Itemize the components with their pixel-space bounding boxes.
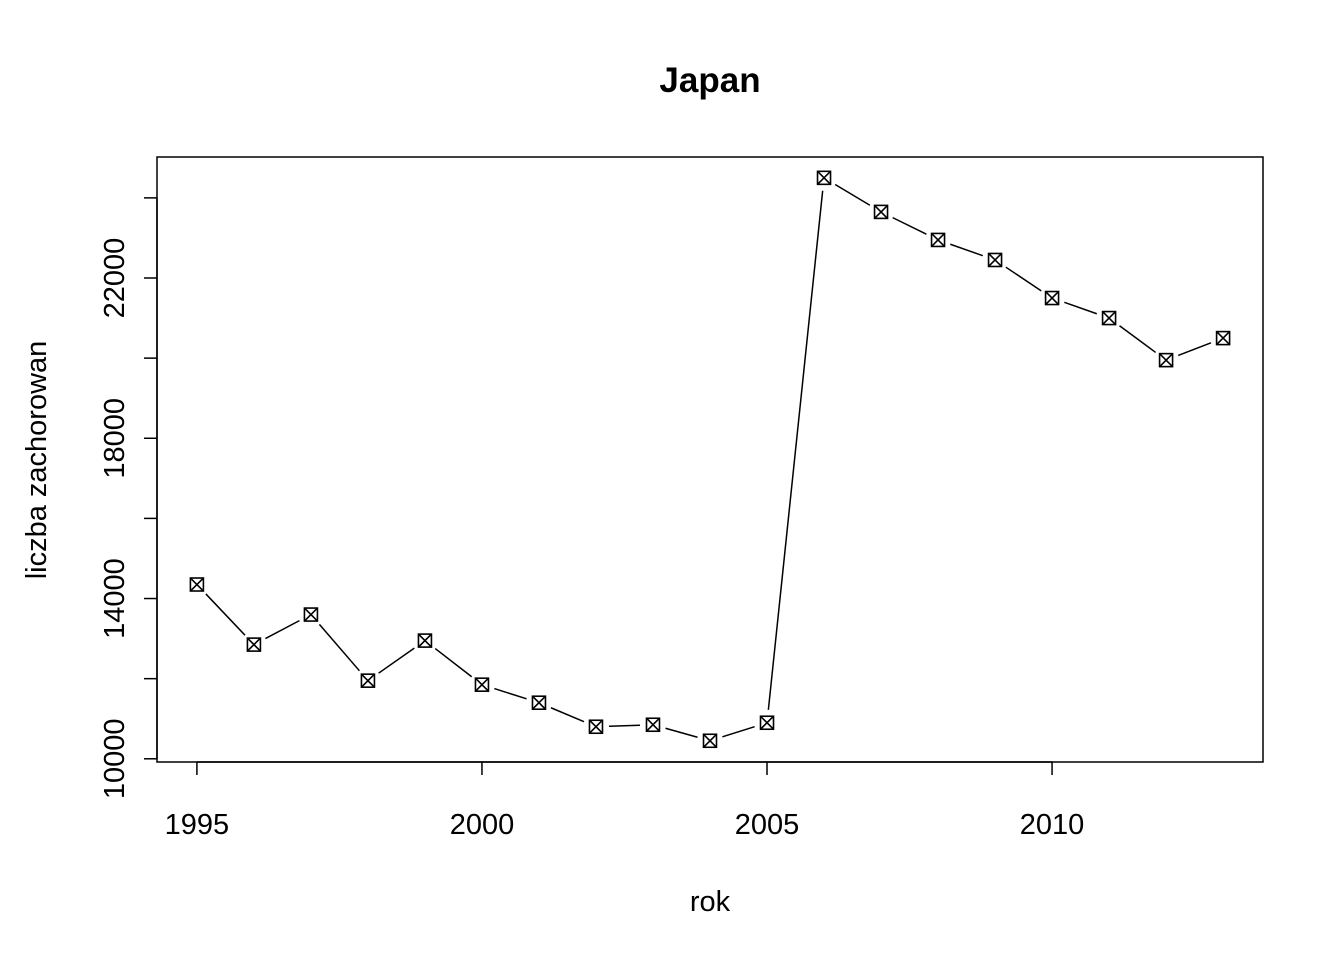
data-point [645,717,661,733]
y-tick-label: 22000 [99,238,131,319]
series-segment [205,593,246,636]
data-point [1215,330,1231,346]
series-segment [550,707,585,723]
data-point [1044,290,1060,306]
data-point [702,733,718,749]
data-point [1158,352,1174,368]
series-points [189,170,1231,749]
series-segment [1005,266,1042,292]
series-segment [1119,325,1157,354]
y-tick-label: 10000 [99,718,131,799]
series-segment [318,623,361,672]
data-point [1101,310,1117,326]
data-point [474,677,490,692]
series-segment [378,647,415,674]
chart-title: Japan [659,61,760,100]
data-point [531,695,547,711]
series-segment [494,687,527,700]
series-segment [265,619,300,640]
series-segment [665,727,698,738]
data-point [987,252,1003,268]
x-tick-label: 1995 [165,809,230,841]
x-tick-label: 2005 [735,809,800,841]
x-axis-title: rok [690,886,731,918]
series-lines [205,183,1212,738]
y-axis-title: liczba zachorowan [21,341,53,580]
data-point [588,719,604,735]
data-point [873,204,889,220]
series-segment [434,647,473,678]
data-point [816,170,832,186]
data-point [759,715,775,731]
data-point [303,607,319,622]
data-point [417,633,433,648]
series-segment [722,725,755,738]
data-point [930,232,946,248]
series-segment [1064,301,1098,315]
data-point [360,673,376,688]
x-tick-label: 2000 [450,809,515,841]
series-segment [1177,342,1212,357]
y-tick-label: 18000 [99,398,131,479]
data-point [189,577,205,592]
series-segment [608,724,641,728]
series-segment [892,216,927,235]
y-tick-label: 14000 [99,558,131,639]
series-segment [950,243,984,257]
plot-frame [156,156,1264,763]
x-axis: 1995 2000 2005 2010 [165,761,1085,841]
series-segment [767,190,824,710]
data-point [246,637,262,652]
x-tick-label: 2010 [1020,809,1085,841]
series-segment [834,183,871,206]
y-axis: 10000 14000 18000 22000 [99,197,158,799]
